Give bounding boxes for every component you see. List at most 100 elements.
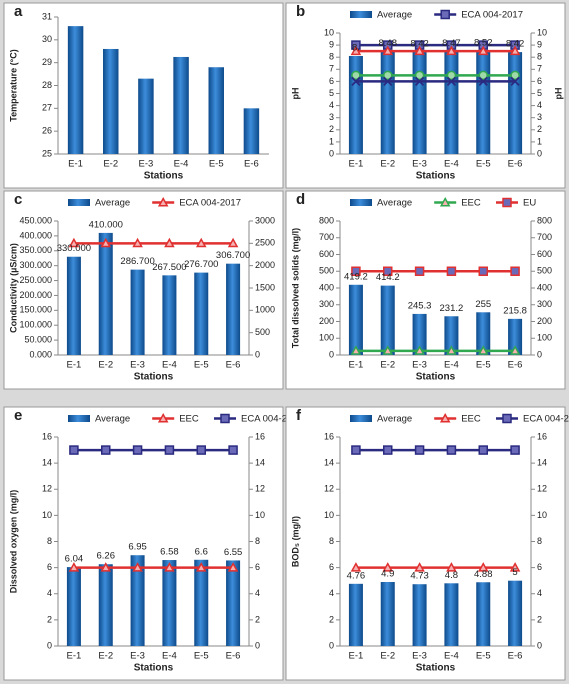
value-label: 6.55 bbox=[224, 547, 243, 558]
y2-tick-label: 8 bbox=[537, 536, 542, 546]
line-marker bbox=[350, 45, 362, 56]
line-marker bbox=[446, 345, 457, 355]
y-tick-label: 6 bbox=[329, 562, 334, 572]
bar bbox=[380, 51, 395, 154]
line-marker bbox=[446, 562, 457, 572]
value-label: 276.700 bbox=[184, 259, 218, 270]
y-axis-label: Dissolved oxygen (mg/l) bbox=[8, 490, 18, 594]
line-marker bbox=[68, 562, 80, 572]
x-tick-label: E-3 bbox=[412, 360, 427, 371]
line-marker bbox=[195, 562, 207, 572]
value-label: 4.88 bbox=[474, 569, 493, 580]
y-tick-label: 29 bbox=[42, 57, 52, 67]
x-tick-label: E-6 bbox=[508, 651, 523, 662]
panel bbox=[285, 190, 566, 390]
y-tick-label: 9 bbox=[329, 39, 334, 49]
line-marker bbox=[351, 70, 361, 81]
bar bbox=[444, 51, 459, 154]
legend-swatch bbox=[350, 11, 372, 18]
y2-tick-label: 600 bbox=[537, 249, 552, 259]
bar bbox=[208, 67, 224, 154]
y2-tick-label: 10 bbox=[255, 510, 265, 520]
y2-tick-label: 16 bbox=[255, 431, 265, 441]
y2-tick-label: 2 bbox=[255, 614, 260, 624]
y-axis-label: pH bbox=[290, 88, 300, 100]
x-tick-label: E-1 bbox=[68, 159, 83, 170]
x-tick-label: E-3 bbox=[130, 360, 145, 371]
value-label: 8.42 bbox=[506, 39, 525, 50]
y-tick-label: 27 bbox=[42, 103, 52, 113]
line-marker bbox=[100, 562, 112, 572]
x-tick-label: E-4 bbox=[444, 360, 459, 371]
x-tick-label: E-2 bbox=[98, 651, 113, 662]
x-tick-label: E-5 bbox=[476, 651, 491, 662]
x-tick-label: E-2 bbox=[380, 159, 395, 170]
x-tick-label: E-4 bbox=[174, 159, 189, 170]
y-axis-label: Temperature (°C) bbox=[8, 49, 18, 121]
legend-swatch bbox=[350, 415, 372, 422]
bar bbox=[98, 232, 113, 355]
y-tick-label: 200.000 bbox=[19, 290, 52, 300]
bar bbox=[103, 48, 119, 154]
y-tick-label: 300.000 bbox=[19, 260, 52, 270]
x-tick-label: E-3 bbox=[130, 651, 145, 662]
bar bbox=[508, 52, 523, 155]
y2-tick-label: 3 bbox=[537, 112, 542, 122]
y-tick-label: 16 bbox=[324, 431, 334, 441]
line-marker bbox=[132, 237, 143, 248]
y-tick-label: 4 bbox=[47, 588, 52, 598]
y-tick-label: 700 bbox=[319, 232, 334, 242]
line-marker bbox=[351, 266, 361, 276]
line-marker bbox=[164, 445, 175, 455]
legend-label: Average bbox=[377, 10, 412, 21]
panel-label: a bbox=[14, 3, 23, 20]
x-tick-label: E-5 bbox=[194, 651, 209, 662]
line-marker bbox=[383, 70, 393, 81]
value-label: 245.3 bbox=[408, 300, 432, 311]
bar bbox=[444, 316, 459, 355]
legend-label: Average bbox=[377, 198, 412, 209]
x-tick-label: E-4 bbox=[162, 651, 177, 662]
line-marker bbox=[414, 45, 425, 56]
y-tick-label: 14 bbox=[42, 458, 52, 468]
line-marker bbox=[383, 76, 393, 87]
line-marker bbox=[477, 45, 489, 56]
bar bbox=[476, 312, 491, 355]
bar bbox=[476, 582, 491, 646]
y2-tick-label: 4 bbox=[537, 588, 542, 598]
x-tick-label: E-1 bbox=[67, 651, 82, 662]
value-label: 8. bbox=[352, 43, 360, 54]
value-label: 330.000 bbox=[57, 243, 91, 254]
legend-label: EEC bbox=[461, 198, 481, 209]
y2-tick-label: 1500 bbox=[255, 282, 275, 292]
x-tick-label: E-3 bbox=[139, 159, 154, 170]
bar bbox=[226, 263, 241, 355]
line-marker bbox=[414, 445, 425, 455]
y2-tick-label: 5 bbox=[537, 88, 542, 98]
y-tick-label: 0 bbox=[329, 148, 334, 158]
line-marker bbox=[157, 196, 169, 207]
line-marker bbox=[414, 266, 425, 276]
y-tick-label: 10 bbox=[42, 510, 52, 520]
x-axis-label: Stations bbox=[416, 372, 456, 383]
line-marker bbox=[227, 237, 239, 248]
bar bbox=[194, 559, 209, 646]
bar bbox=[98, 564, 113, 646]
legend-swatch bbox=[68, 199, 90, 206]
y2-tick-label: 9 bbox=[537, 39, 542, 49]
y-tick-label: 0.000 bbox=[29, 349, 52, 359]
y-tick-label: 400.000 bbox=[19, 230, 52, 240]
value-label: 410.000 bbox=[89, 219, 123, 230]
line-marker bbox=[446, 70, 457, 81]
x-tick-label: E-4 bbox=[444, 159, 459, 170]
bar bbox=[412, 52, 427, 155]
line-marker bbox=[414, 345, 425, 355]
y-tick-label: 2 bbox=[329, 124, 334, 134]
x-axis-label: Stations bbox=[134, 663, 174, 674]
y-tick-label: 25 bbox=[42, 148, 52, 158]
line-marker bbox=[510, 266, 520, 276]
y2-tick-label: 500 bbox=[255, 327, 270, 337]
y2-tick-label: 10 bbox=[537, 27, 547, 37]
y-tick-label: 0 bbox=[329, 349, 334, 359]
